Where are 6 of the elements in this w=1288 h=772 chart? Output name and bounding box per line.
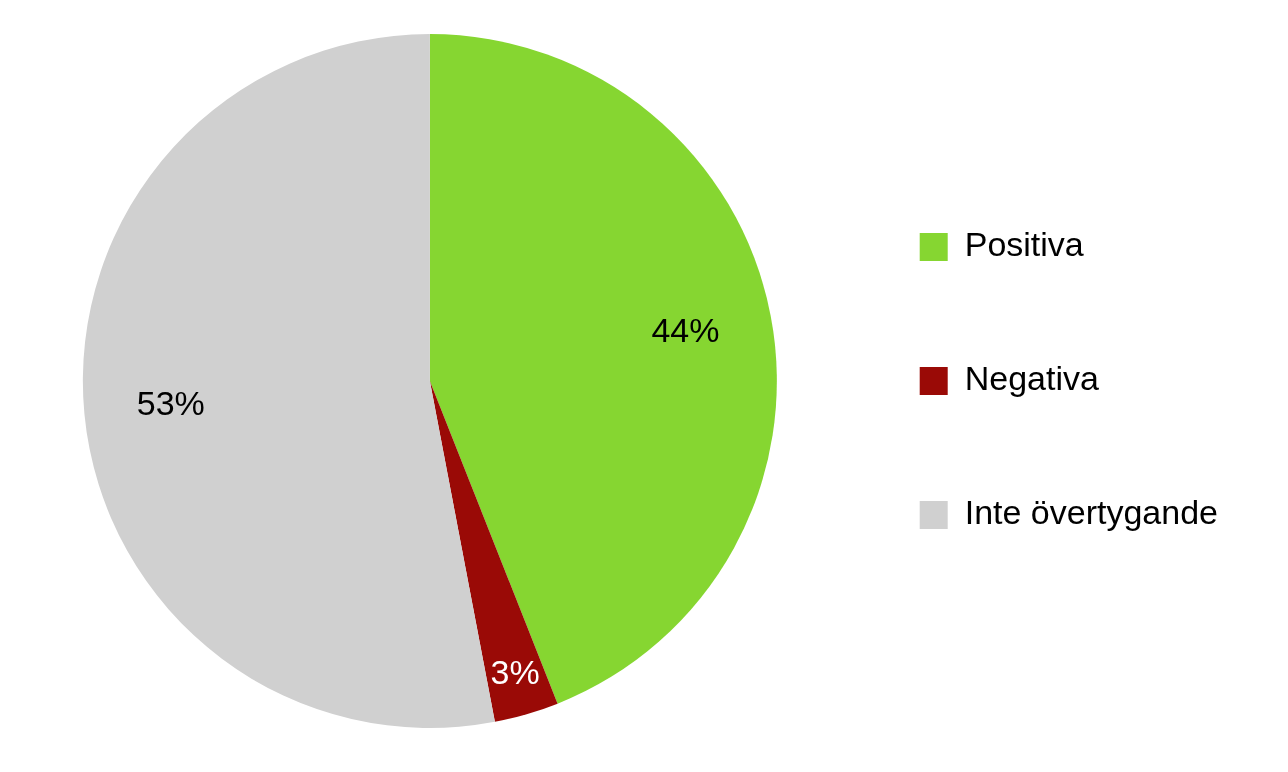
legend-label: Positiva xyxy=(964,225,1084,264)
data-label: 3% xyxy=(490,652,540,691)
legend-label: Negativa xyxy=(964,359,1099,398)
data-label: 53% xyxy=(136,383,205,422)
legend-label: Inte övertygande xyxy=(964,493,1219,532)
data-label: 44% xyxy=(651,310,720,349)
